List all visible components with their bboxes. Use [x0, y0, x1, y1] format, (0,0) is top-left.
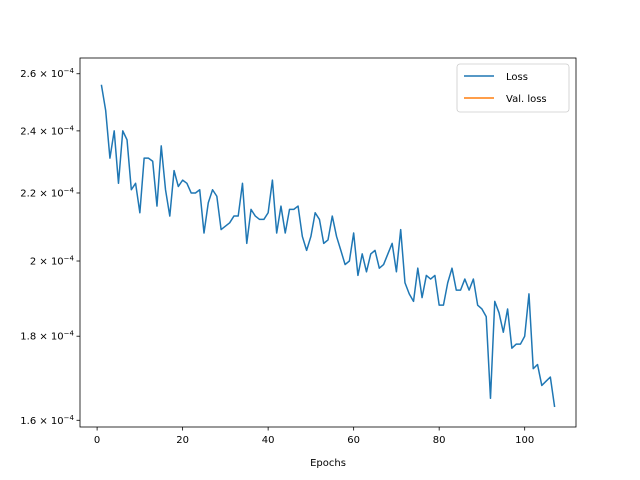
x-tick-label: 80: [433, 435, 446, 446]
plot-area: [80, 58, 576, 427]
y-tick-label: 1.6 × 10−4: [20, 414, 74, 427]
x-tick-label: 20: [176, 435, 189, 446]
x-tick-label: 100: [515, 435, 534, 446]
plot-frame: [79, 57, 577, 428]
x-tick-label: 0: [94, 435, 100, 446]
legend-label-val-loss: Val. loss: [506, 94, 547, 105]
y-tick-label: 2 × 10−4: [30, 255, 75, 268]
x-axis-ticks: 0 20 40 60 80 100: [94, 427, 534, 446]
y-tick-label: 2.6 × 10−4: [20, 67, 74, 80]
legend: Loss Val. loss: [456, 63, 570, 113]
y-tick-label: 2.2 × 10−4: [20, 186, 74, 199]
x-tick-label: 40: [262, 435, 275, 446]
y-tick-label: 1.8 × 10−4: [20, 330, 74, 343]
legend-label-loss: Loss: [506, 72, 528, 83]
y-tick-label: 2.4 × 10−4: [20, 124, 74, 137]
series-line-loss: [100, 84, 556, 408]
y-axis-ticks: 1.6 × 10−4 1.8 × 10−4 2 × 10−4 2.2 × 10−4 2.…: [20, 67, 80, 427]
x-axis-title: Epochs: [310, 458, 346, 469]
series-layer: [100, 84, 556, 408]
x-tick-label: 60: [347, 435, 360, 446]
